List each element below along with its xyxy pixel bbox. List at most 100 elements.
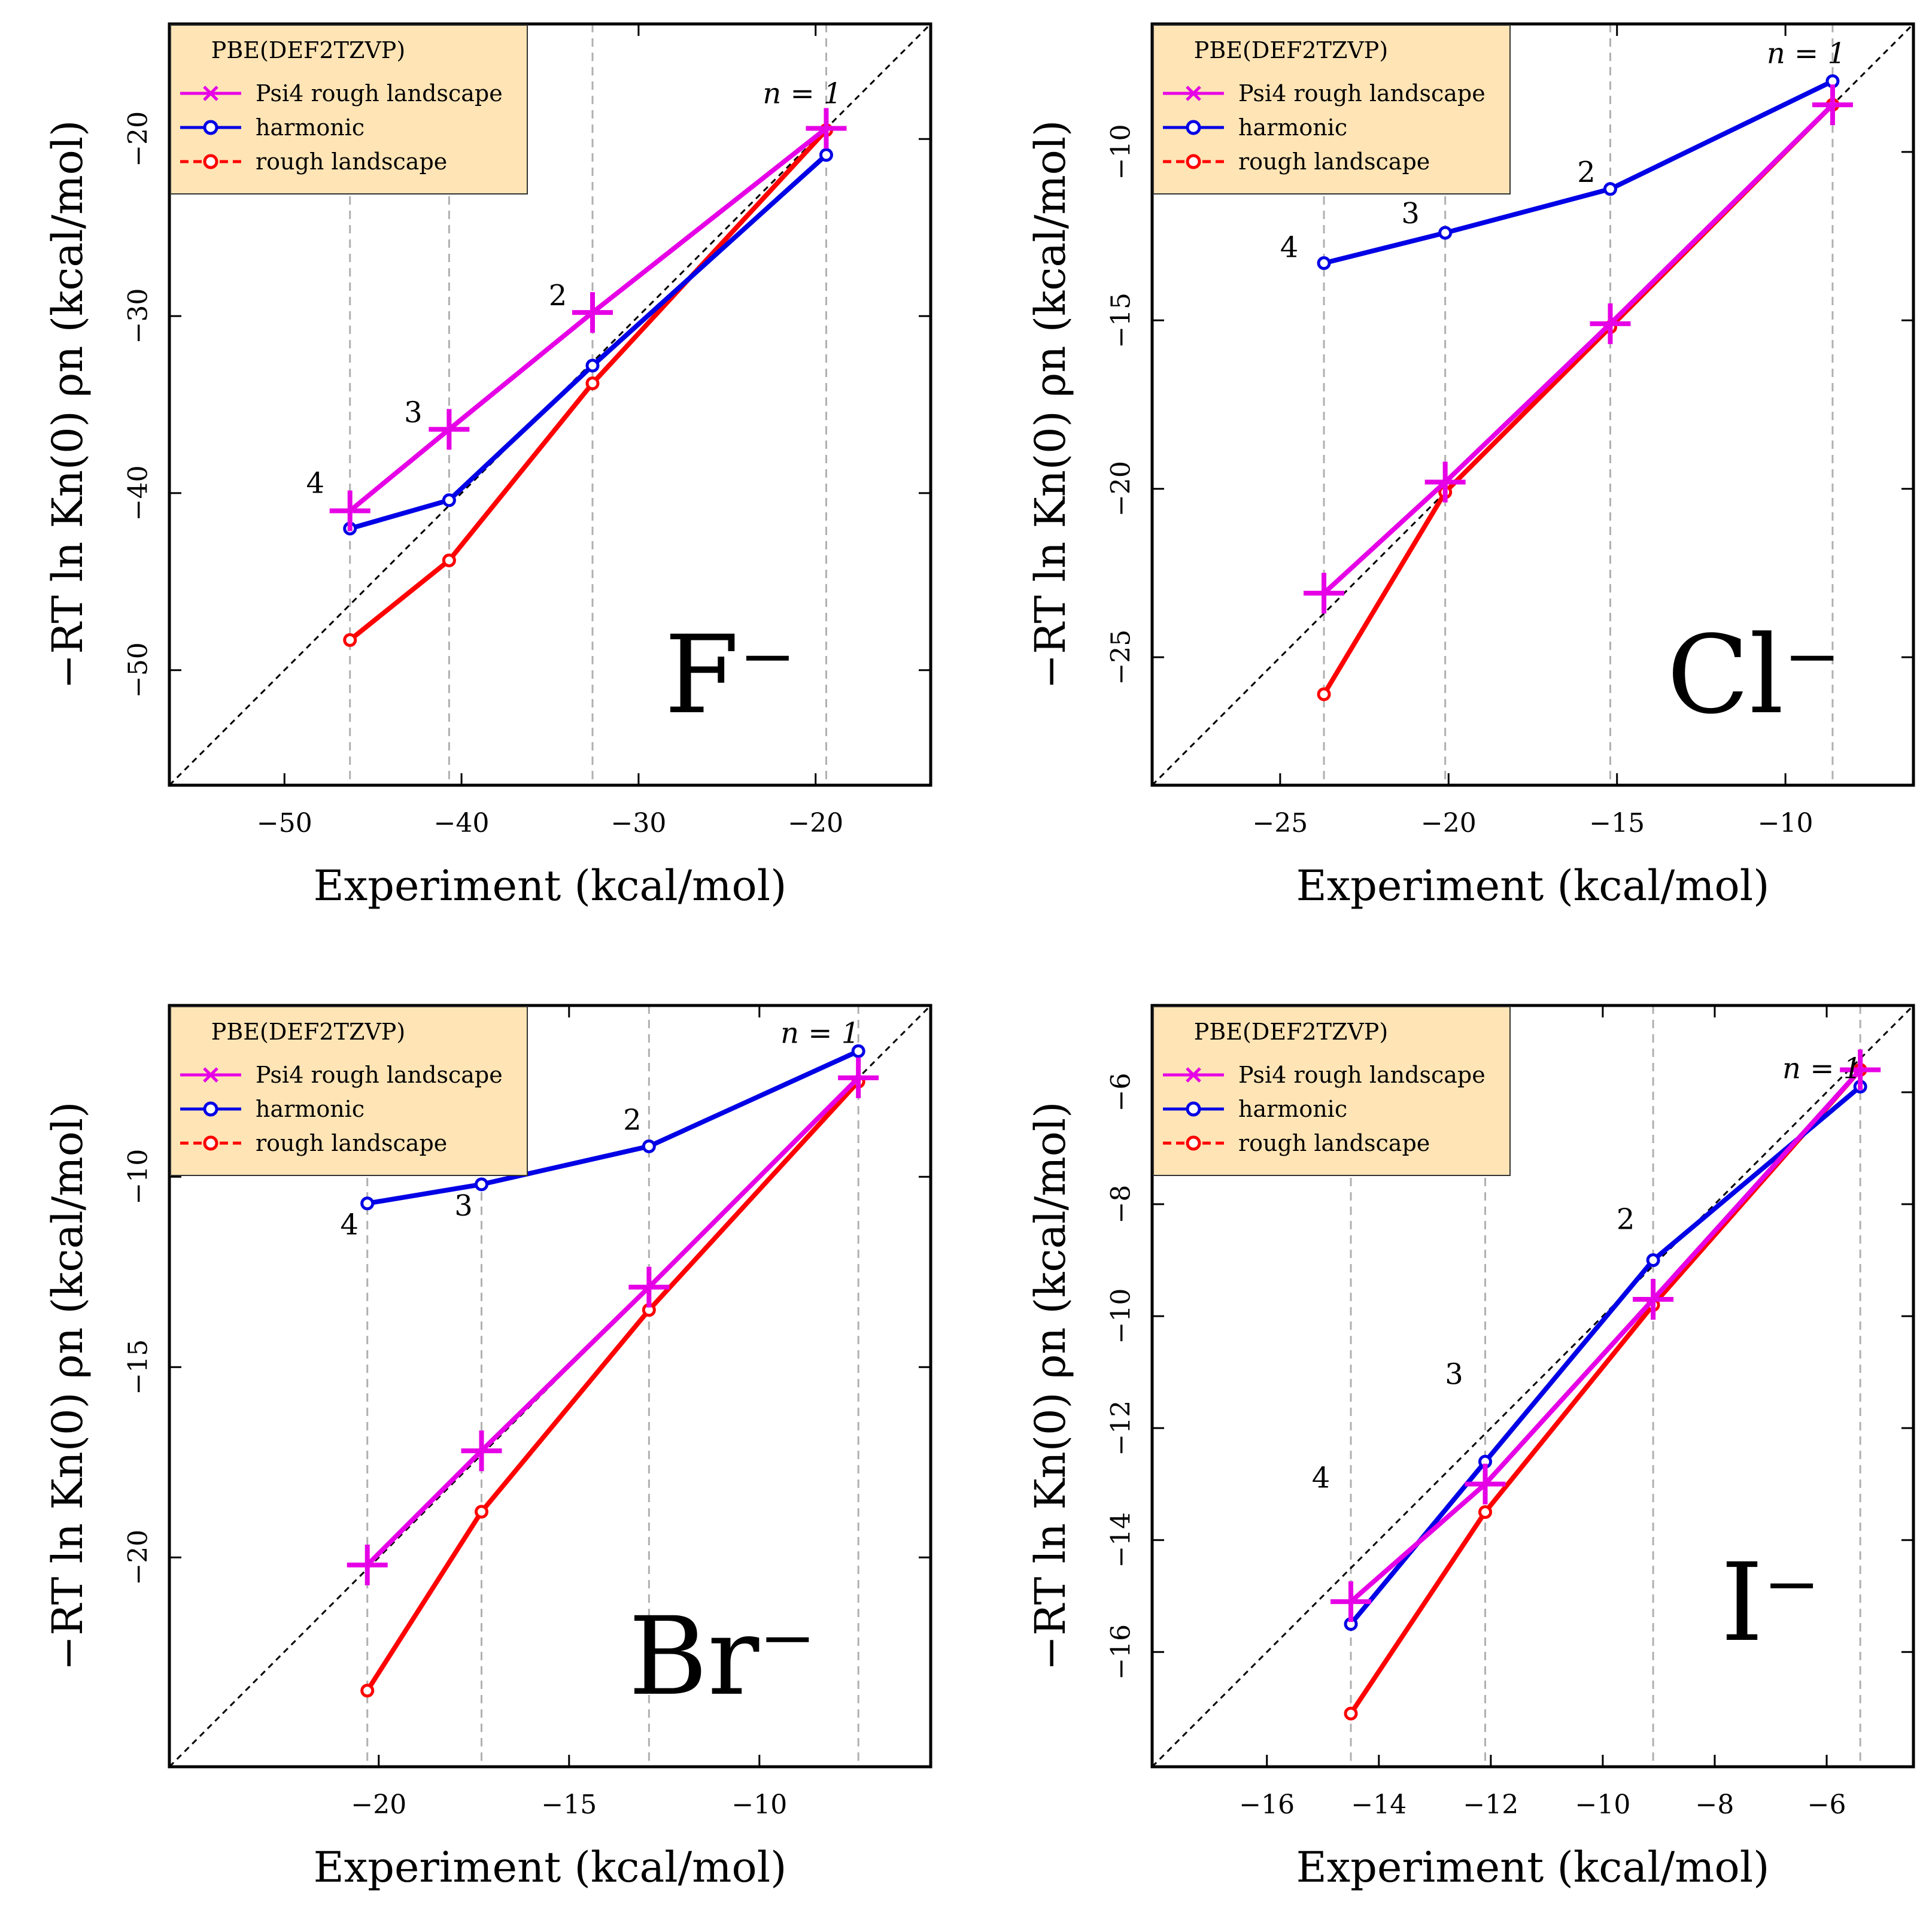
legend: PBE(DEF2TZVP) Psi4 rough landscape harmoni… (170, 25, 528, 195)
legend-box (170, 25, 528, 195)
series-line-rough (348, 128, 828, 642)
data-point-harmonic (642, 1139, 656, 1153)
legend-entry-harmonic: harmonic (1238, 1096, 1347, 1122)
ion-label: F⁻ (664, 613, 796, 738)
n-label: 3 (1401, 197, 1420, 230)
series-line-psi4 (365, 1075, 861, 1567)
y-axis-title: −RT ln Kn(0) ρn (kcal/mol) (43, 120, 92, 689)
data-point-psi4 (329, 490, 370, 531)
legend-entry-rough: rough landscape (256, 148, 447, 175)
x-tick-label: −30 (610, 808, 666, 838)
n-label: 4 (340, 1208, 359, 1242)
x-tick-label: −40 (434, 808, 490, 838)
data-point-rough (1478, 1505, 1492, 1519)
legend-entry-rough: rough landscape (1238, 1130, 1430, 1156)
series-line-harmonic (1323, 79, 1834, 266)
n-label: 3 (1445, 1357, 1463, 1391)
data-point-rough (442, 553, 456, 567)
legend-entry-psi4: Psi4 rough landscape (256, 80, 503, 107)
data-point-harmonic (1646, 1253, 1660, 1268)
data-point-harmonic (819, 148, 833, 162)
y-tick-label: −15 (123, 1339, 154, 1395)
x-tick-label: −8 (1696, 1789, 1734, 1820)
plot-frame (1150, 1004, 1915, 1769)
series-line-rough (365, 1080, 861, 1692)
legend-title: PBE(DEF2TZVP) (1194, 37, 1388, 63)
n-label: 4 (1312, 1462, 1330, 1495)
y-tick-label: −20 (123, 111, 154, 167)
x-tick-label: −12 (1463, 1789, 1518, 1820)
legend-entry-psi4: Psi4 rough landscape (256, 1062, 503, 1088)
plot-frame (1150, 22, 1915, 787)
x-tick-label: −50 (257, 808, 312, 838)
data-point-rough (1317, 687, 1331, 701)
data-point-psi4 (838, 1057, 879, 1098)
legend-swatch-harmonic (1163, 120, 1224, 135)
x-tick-label: −15 (1589, 808, 1645, 838)
series-line-psi4 (1322, 103, 1834, 596)
x-axis-title: Experiment (kcal/mol) (1296, 861, 1770, 910)
data-point-psi4 (1330, 1581, 1372, 1623)
plot-frame (168, 22, 932, 787)
y-tick-label: −12 (1106, 1400, 1137, 1456)
legend-title: PBE(DEF2TZVP) (1194, 1019, 1388, 1045)
x-axis-title: Experiment (kcal/mol) (314, 861, 787, 910)
data-point-harmonic (442, 493, 456, 508)
y-tick-label: −14 (1106, 1512, 1137, 1568)
x-tick-label: −25 (1252, 808, 1308, 838)
legend-swatch-harmonic (180, 120, 241, 135)
legend: PBE(DEF2TZVP) Psi4 rough landscape harmoni… (1153, 1006, 1511, 1176)
x-tick-label: −10 (1758, 808, 1813, 838)
legend-entry-psi4: Psi4 rough landscape (1238, 80, 1486, 107)
data-point-psi4 (461, 1430, 502, 1472)
data-point-harmonic (475, 1177, 489, 1192)
legend-swatch-psi4 (1163, 86, 1224, 101)
y-axis-title: −RT ln Kn(0) ρn (kcal/mol) (1026, 1102, 1075, 1671)
legend-swatch-harmonic (180, 1101, 241, 1117)
data-point-harmonic (1603, 182, 1617, 196)
legend-swatch-psi4 (180, 1067, 241, 1083)
y-tick-label: −20 (123, 1530, 154, 1585)
x-tick-label: −14 (1351, 1789, 1407, 1820)
n-label: 2 (623, 1103, 642, 1137)
data-point-psi4 (347, 1544, 388, 1585)
data-point-harmonic (1317, 256, 1331, 271)
x-tick-label: −20 (351, 1789, 406, 1820)
n-label: n = 1 (763, 77, 842, 111)
data-point-harmonic (585, 358, 600, 373)
legend-entry-rough: rough landscape (1238, 148, 1430, 175)
legend-swatch-rough (1163, 1135, 1224, 1151)
legend-swatch-rough (180, 154, 241, 169)
x-tick-label: −6 (1808, 1789, 1846, 1820)
n-label: 2 (1617, 1203, 1635, 1236)
data-point-rough (585, 376, 600, 391)
data-point-psi4 (1424, 461, 1466, 503)
y-tick-label: −15 (1106, 293, 1137, 348)
data-point-rough (343, 633, 357, 647)
legend-swatch-psi4 (1163, 1067, 1224, 1083)
legend-title: PBE(DEF2TZVP) (211, 1019, 405, 1045)
y-tick-label: −10 (123, 1149, 154, 1205)
n-label: 4 (1280, 231, 1299, 265)
chart-panel-1: 4 3 2 n = 1 −25 −20 −15 −10 −10 −15 −20 −25 Experime… (1026, 22, 1915, 910)
n-label: n = 1 (1767, 37, 1846, 71)
y-tick-label: −6 (1106, 1073, 1137, 1112)
series-line-harmonic (349, 153, 828, 531)
series-line-psi4 (1349, 1068, 1863, 1604)
data-point-psi4 (1304, 573, 1345, 614)
legend: PBE(DEF2TZVP) Psi4 rough landscape harmoni… (170, 1006, 528, 1176)
data-point-harmonic (1438, 226, 1453, 240)
legend-swatch-rough (1163, 154, 1224, 169)
legend-entry-psi4: Psi4 rough landscape (1238, 1062, 1486, 1088)
n-label: 4 (306, 466, 324, 500)
n-label: n = 1 (1782, 1052, 1861, 1086)
y-tick-label: −10 (1106, 124, 1137, 180)
data-point-rough (1344, 1706, 1358, 1721)
chart-panel-2: 4 3 2 n = 1 −20 −15 −10 −10 −15 −20 Experiment (kc… (43, 1004, 932, 1892)
n-label: 3 (454, 1189, 473, 1223)
y-axis-title: −RT ln Kn(0) ρn (kcal/mol) (1026, 120, 1075, 689)
y-tick-label: −50 (123, 642, 154, 698)
data-point-psi4 (1590, 303, 1631, 344)
